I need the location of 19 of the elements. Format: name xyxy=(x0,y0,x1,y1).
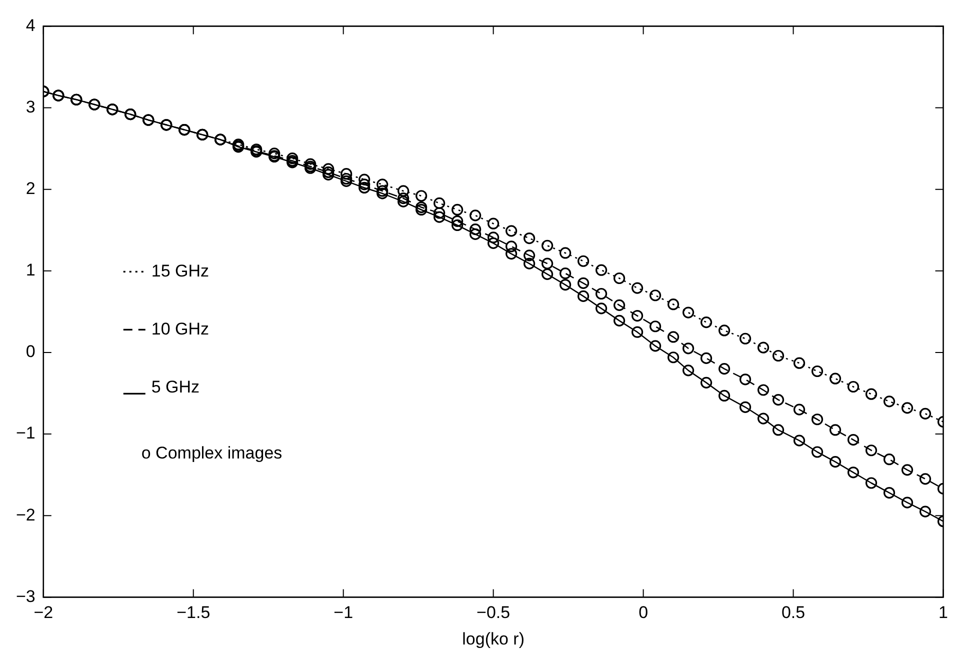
x-tick-label: −1 xyxy=(334,603,354,622)
annotation: o Complex images xyxy=(141,443,282,462)
x-tick-label: −0.5 xyxy=(476,603,510,622)
y-tick-label: 3 xyxy=(26,97,36,116)
y-tick-label: 1 xyxy=(26,260,36,280)
x-tick-label: −1.5 xyxy=(176,603,210,622)
x-axis-title: log(ko r) xyxy=(462,629,525,648)
legend-label: 5 GHz xyxy=(151,377,200,396)
x-tick-label: 0.5 xyxy=(781,603,806,622)
y-tick-label: 2 xyxy=(26,179,36,198)
y-tick-label: −2 xyxy=(16,505,36,524)
y-tick-label: −1 xyxy=(16,424,36,443)
y-tick-label: 4 xyxy=(26,16,36,35)
x-tick-label: 1 xyxy=(938,603,948,622)
legend-label: 15 GHz xyxy=(151,261,210,280)
x-tick-label: 0 xyxy=(638,603,648,622)
legend-label: 10 GHz xyxy=(151,319,210,338)
y-tick-label: 0 xyxy=(26,342,36,362)
y-tick-label: −3 xyxy=(16,586,36,606)
